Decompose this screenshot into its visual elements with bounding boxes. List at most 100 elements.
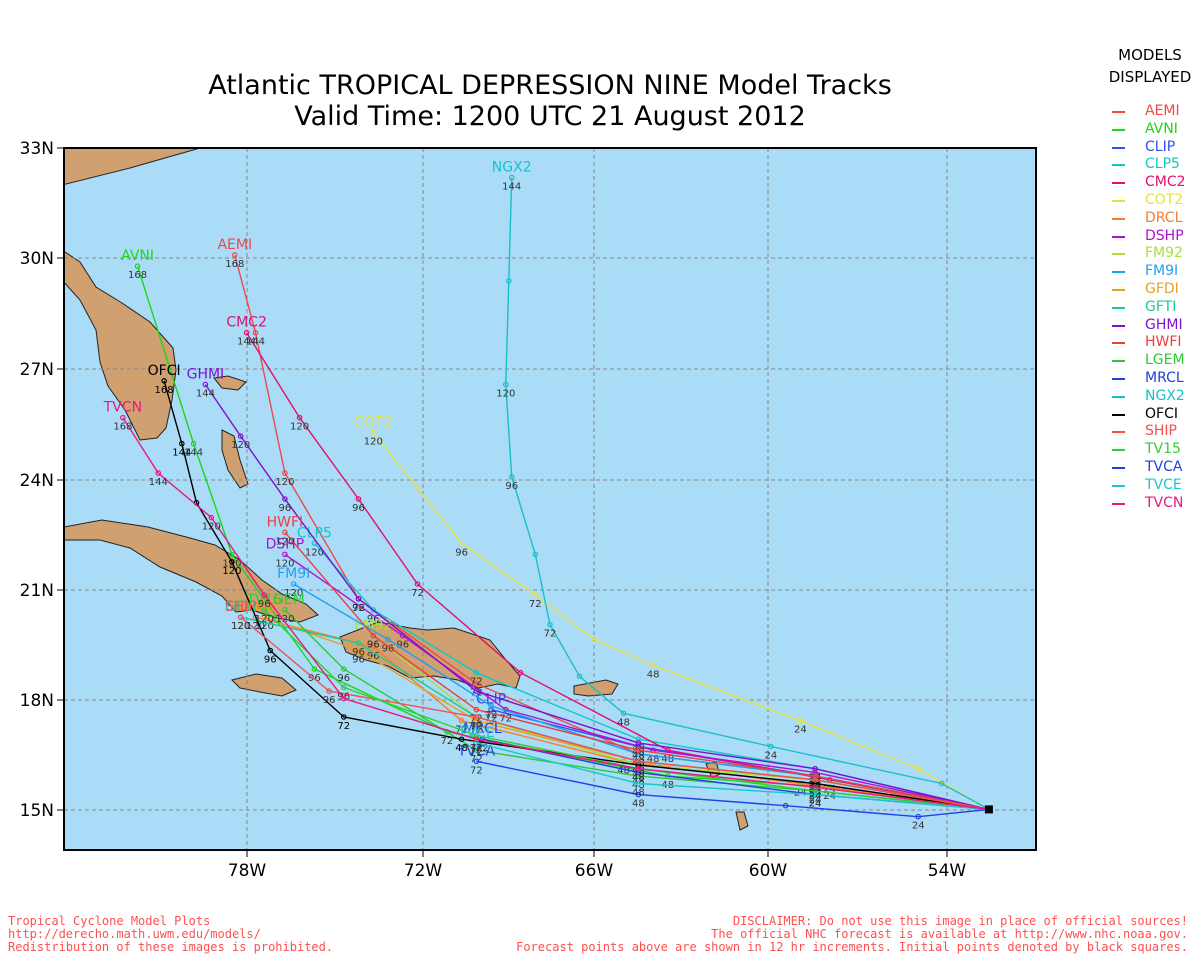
lon-tick-72: 72W [404,861,443,881]
forecast-hour-label: 72 [470,743,483,754]
track-point [340,695,347,702]
forecast-hour-label: 168 [225,259,244,270]
forecast-hour-label: 48 [617,765,630,776]
track-point [414,485,421,491]
track-point [243,329,250,336]
track-end-label: MRCL [463,721,502,737]
forecast-hour-label: 48 [647,669,660,680]
forecast-hour-label: 96 [396,640,409,651]
lat-tick-27: 27N [20,360,54,380]
track-point [120,414,126,421]
ocean [64,148,1036,850]
track-point [355,496,362,502]
track-point [635,765,642,772]
track-end-label: TVCE [457,725,495,741]
track-line [163,380,990,811]
footer-right-line-2: The official NHC forecast is available a… [711,927,1188,941]
forecast-hour-label: 72 [470,754,483,765]
legend-label: CLP5 [1145,156,1180,173]
lat-tick-30: 30N [20,249,54,269]
track-end-label: COT2 [354,415,392,431]
forecast-hour-label: 48 [632,754,645,765]
lon-ticks: 78W 72W 66W 60W 54W [228,850,966,881]
forecast-hour-label: 120 [275,536,294,547]
track-point [812,769,818,776]
track-point [370,429,377,436]
legend-label: HWFI [1145,334,1182,351]
footer-left-line-2: http://derecho.math.uwm.edu/models/ [8,927,261,941]
forecast-hour-label: 48 [632,776,645,787]
initial-position-marker [984,805,993,814]
legend-item-hwfi: HWFI [1100,334,1200,352]
track-point [267,647,274,654]
track-line [122,417,989,811]
lat-ticks: 33N 30N 27N 24N 21N 18N 15N [20,139,64,821]
track-map: 24487296120144168AEMI24487296120144168AV… [20,139,1037,881]
title-line-1: Atlantic TROPICAL DEPRESSION NINE Model … [208,70,892,101]
track-line [476,742,989,811]
track-point [488,706,494,713]
legend-swatch [1112,111,1125,113]
track-point [261,606,268,613]
forecast-hour-label: 72 [499,714,512,725]
florida-land [64,148,201,441]
track-point [635,769,642,776]
track-point [635,762,642,768]
legend-label: OFCI [1145,405,1178,422]
legend-label: GFDI [1145,280,1179,297]
track-point [340,714,347,720]
track-line [284,531,990,811]
track-point [915,813,922,820]
legend-swatch [1112,306,1125,309]
forecast-hour-label: 120 [202,522,221,533]
track-point [508,174,515,181]
forecast-hour-label: 96 [367,651,380,662]
track-point [488,703,494,709]
track-point [252,329,259,336]
forecast-hour-label: 48 [632,773,645,784]
legend-label: TVCE [1145,476,1182,493]
legend-swatch [1112,217,1125,220]
lat-tick-24: 24N [20,471,54,491]
track-point [812,765,818,772]
track-point [326,688,332,694]
forecast-hour-label: 72 [470,747,483,758]
forecast-hour-label: 72 [544,629,557,640]
legend-item-gfti: GFTI [1100,299,1200,317]
track-point [812,780,818,787]
track-end-label: OFCI [148,363,181,379]
track-point [473,747,480,754]
forecast-hour-label: 72 [485,710,498,721]
forecast-hour-label: 48 [617,717,630,728]
legend-label: SHIP [1145,423,1177,440]
legend-swatch [1112,146,1125,149]
legend-swatch [1112,360,1125,363]
forecast-hour-label: 96 [279,503,292,514]
track-point [155,470,162,476]
legend-item-fm9i: FM9I [1100,263,1200,281]
forecast-hour-label: 48 [632,773,645,784]
track-point [355,647,362,654]
map-frame [63,147,1037,851]
legend-swatch [1112,395,1125,398]
forecast-hour-label: 48 [647,754,660,765]
legend-label: GFTI [1145,298,1177,315]
legend-item-tvce: TVCE [1100,477,1200,495]
track-point [508,473,515,480]
title-line-2: Valid Time: 1200 UTC 21 August 2012 [294,101,806,132]
track-end-label: CLP5 [297,525,332,541]
forecast-hour-label: 24 [809,799,822,810]
track-point [458,736,465,743]
track-point [458,717,465,724]
legend-item-clp5: CLP5 [1100,156,1200,174]
track-point [229,558,235,565]
track-point [355,595,362,602]
forecast-hour-label: 72 [441,736,454,747]
puerto-rico-land [573,679,619,697]
forecast-hour-label: 120 [364,437,383,448]
track-end-label: AEMI [217,237,252,253]
forecast-hour-label: 96 [337,691,350,702]
lat-tick-33: 33N [20,139,54,159]
forecast-hour-label: 24 [809,791,822,802]
